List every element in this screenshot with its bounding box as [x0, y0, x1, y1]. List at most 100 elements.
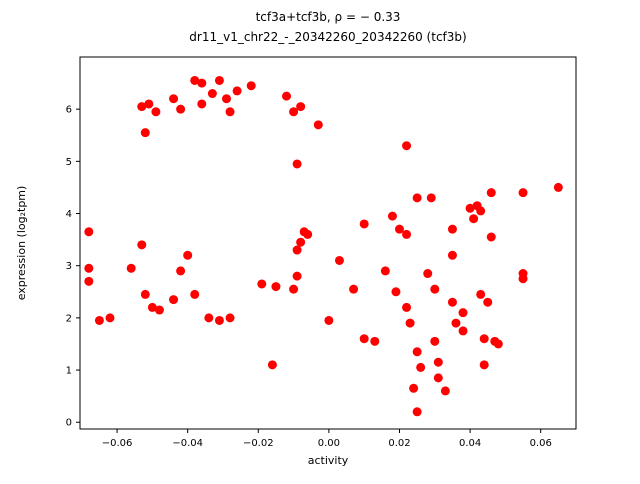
data-point	[387, 211, 397, 221]
chart-title: tcf3a+tcf3b, ρ = − 0.33	[256, 10, 401, 24]
y-axis-label: expression (log₂tpm)	[15, 186, 28, 301]
data-point	[289, 107, 299, 117]
data-point	[225, 313, 235, 323]
data-point	[479, 360, 489, 370]
data-point	[140, 289, 150, 299]
data-point	[334, 255, 344, 265]
data-point	[246, 81, 256, 91]
data-point	[451, 318, 461, 328]
data-point	[447, 250, 457, 260]
y-axis-ticks: 0 1 2 3 4 5 6	[66, 105, 80, 429]
x-tick-label: 0.04	[459, 438, 481, 449]
data-point	[105, 313, 115, 323]
data-point	[232, 86, 242, 96]
data-point	[271, 282, 281, 292]
data-point	[349, 284, 359, 294]
plot-border	[79, 56, 577, 430]
data-point	[296, 102, 306, 112]
data-point	[140, 128, 150, 138]
data-point	[84, 227, 94, 237]
data-point	[433, 357, 443, 367]
data-point	[147, 302, 157, 312]
data-point	[370, 336, 380, 346]
data-point	[225, 107, 235, 117]
data-point	[137, 102, 147, 112]
data-point	[204, 313, 214, 323]
data-point	[359, 219, 369, 229]
data-point	[292, 245, 302, 255]
data-point	[430, 284, 440, 294]
data-point	[207, 89, 217, 99]
y-tick-label: 2	[66, 313, 72, 324]
data-point	[84, 263, 94, 273]
data-point	[169, 295, 179, 305]
x-tick-label: −0.04	[172, 438, 203, 449]
data-point	[292, 159, 302, 169]
data-point	[267, 360, 277, 370]
data-point	[292, 271, 302, 281]
data-point	[553, 182, 563, 192]
data-point	[458, 326, 468, 336]
data-point	[94, 315, 104, 325]
x-tick-label: −0.02	[243, 438, 274, 449]
data-point	[391, 287, 401, 297]
data-point	[433, 373, 443, 383]
chart-subtitle: dr11_v1_chr22_-_20342260_20342260 (tcf3b…	[189, 30, 466, 44]
data-point	[296, 237, 306, 247]
data-point	[402, 302, 412, 312]
data-point	[447, 224, 457, 234]
x-axis-label: activity	[308, 454, 349, 467]
data-point	[486, 188, 496, 198]
data-point	[394, 224, 404, 234]
data-point	[176, 266, 186, 276]
y-tick-label: 6	[66, 105, 72, 116]
data-point	[190, 289, 200, 299]
data-point	[412, 193, 422, 203]
data-point	[412, 407, 422, 417]
data-point	[359, 334, 369, 344]
data-point	[479, 334, 489, 344]
data-point	[486, 232, 496, 242]
y-tick-label: 1	[66, 366, 72, 377]
data-point	[518, 188, 528, 198]
data-point	[282, 91, 292, 101]
data-point	[476, 206, 486, 216]
data-point	[402, 141, 412, 151]
data-point	[416, 362, 426, 372]
data-point	[402, 229, 412, 239]
data-point	[183, 250, 193, 260]
y-tick-label: 4	[66, 209, 72, 220]
data-point	[303, 229, 313, 239]
data-point	[412, 347, 422, 357]
data-point	[423, 269, 433, 279]
data-point	[426, 193, 436, 203]
data-point	[222, 94, 232, 104]
data-point	[469, 214, 479, 224]
data-point	[324, 315, 334, 325]
data-point	[197, 99, 207, 109]
data-point	[257, 279, 267, 289]
data-point	[137, 240, 147, 250]
data-point	[518, 274, 528, 284]
data-point	[458, 308, 468, 318]
data-point	[126, 263, 136, 273]
data-point	[289, 284, 299, 294]
x-tick-label: −0.06	[102, 438, 133, 449]
data-point	[214, 75, 224, 85]
data-point	[214, 315, 224, 325]
data-point	[409, 383, 419, 393]
data-point	[483, 297, 493, 307]
x-tick-label: 0.02	[388, 438, 410, 449]
data-points	[84, 75, 563, 417]
data-point	[190, 75, 200, 85]
data-point	[144, 99, 154, 109]
data-point	[313, 120, 323, 130]
data-point	[169, 94, 179, 104]
data-point	[154, 305, 164, 315]
data-point	[176, 104, 186, 114]
x-axis-ticks: −0.06 −0.04 −0.02 0.00 0.02 0.04 0.06	[102, 429, 552, 449]
data-point	[476, 289, 486, 299]
data-point	[465, 203, 475, 213]
